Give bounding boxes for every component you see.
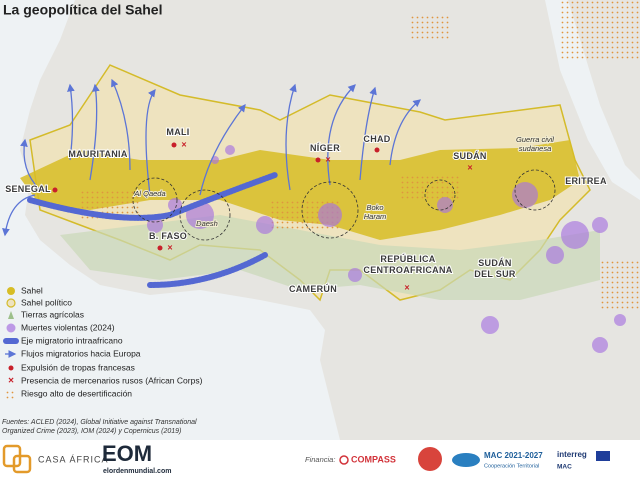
annotation: Guerra civil sudanesa [516, 135, 554, 153]
country-label: NÍGER [310, 143, 340, 153]
country-label: ERITREA [565, 176, 607, 186]
atlantic [0, 0, 340, 440]
sources: Organized Crime (2023), IOM (2024) y Cop… [2, 428, 181, 435]
legend-label: Muertes violentas (2024) [21, 322, 115, 332]
compass: COMPASS [351, 454, 396, 464]
legend: × Sahel Sahel político Tierras agrícolas… [3, 285, 203, 399]
legend-label: Riesgo alto de desertificación [21, 388, 132, 398]
financia: Financia: [305, 455, 335, 464]
svg-text:×: × [325, 154, 330, 164]
svg-text:×: × [404, 282, 409, 292]
country-label: MAURITANIA [68, 149, 128, 159]
annotations: Al Qaeda Daesh Boko Haram Guerra civil sud… [132, 134, 555, 229]
interreg-sub: MAC [557, 464, 572, 471]
eje-migratorio [147, 252, 268, 288]
casa-africa: CASA ÁFRICA [38, 454, 109, 464]
zonas-conflicto [132, 169, 556, 241]
country-label: SUDÁN [453, 151, 487, 161]
annotation: Daesh [196, 219, 218, 228]
map: × × × × × MAURITANIA MALI NÍGER CHAD SUDÁN… [0, 0, 640, 440]
eje-migratorio [27, 172, 278, 221]
svg-text:×: × [181, 139, 186, 149]
country-label: SUDÁN DEL SUR [474, 258, 516, 279]
title: La geopolítica del Sahel [3, 2, 162, 18]
flujos-europa [2, 78, 422, 237]
mac-sub: Cooperación Territorial [484, 463, 539, 469]
legend-label: Eje migratorio intraafricano [21, 335, 123, 345]
country-label: REPÚBLICA CENTROAFRICANA [363, 253, 452, 275]
legend-label: Tierras agrícolas [21, 309, 84, 319]
country-label: MALI [166, 127, 189, 137]
legend-label: Flujos migratorios hacia Europa [21, 348, 141, 358]
legend-label: Sahel [21, 285, 43, 295]
svg-text:×: × [467, 162, 472, 172]
eom-url: elordenmundial.com [103, 468, 171, 475]
tierras-agricolas [60, 215, 600, 300]
legend-label: Presencia de mercenarios rusos (African … [21, 375, 203, 385]
svg-text:×: × [8, 376, 14, 387]
country-label: B. FASO [149, 231, 187, 241]
country-label: CHAD [363, 134, 390, 144]
mac: MAC 2021-2027 [484, 451, 543, 460]
footer: CASA ÁFRICA EOM elordenmundial.com Finan… [0, 440, 640, 480]
country-label: CAMERÚN [289, 283, 337, 294]
country-labels: MAURITANIA MALI NÍGER CHAD SUDÁN ERITREA… [4, 126, 608, 295]
annotation: Al Qaeda [133, 189, 165, 198]
sahel [20, 140, 580, 240]
sources: Fuentes: ACLED (2024), Global Initiative… [2, 419, 197, 426]
annotation: Boko Haram [364, 203, 387, 221]
country-label: SENEGAL [5, 184, 51, 194]
svg-text:×: × [167, 242, 172, 252]
marcadores: × × × × × [52, 139, 473, 292]
interreg: interreg [557, 450, 587, 459]
eom: EOM [102, 441, 152, 466]
legend-label: Expulsión de tropas francesas [21, 362, 135, 372]
legend-label: Sahel político [21, 297, 72, 307]
